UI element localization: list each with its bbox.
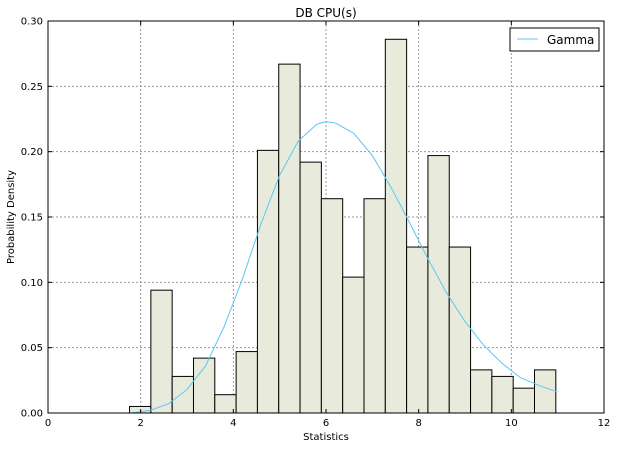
x-tick-label: 12 xyxy=(598,418,611,429)
histogram-bar xyxy=(448,246,472,414)
histogram-bars xyxy=(129,38,557,414)
legend-label-gamma: Gamma xyxy=(547,33,594,47)
y-tick-label: 0.00 xyxy=(21,409,43,420)
histogram-bar xyxy=(278,63,301,414)
histogram-bar xyxy=(235,351,258,414)
histogram-bar xyxy=(427,155,450,414)
histogram-bar xyxy=(342,276,365,414)
histogram-bar xyxy=(171,375,194,414)
x-tick-label: 6 xyxy=(323,418,329,429)
x-tick-label: 0 xyxy=(45,418,51,429)
y-tick-label: 0.15 xyxy=(21,213,43,224)
histogram-bar xyxy=(256,149,280,414)
x-tick-label: 2 xyxy=(137,418,143,429)
series-line-gamma xyxy=(131,121,558,414)
histogram-bar xyxy=(491,375,514,414)
histogram-bar xyxy=(406,246,429,414)
histogram-bar xyxy=(534,369,557,414)
histogram-bar xyxy=(192,357,216,414)
histogram-bar xyxy=(320,198,344,414)
histogram-bar xyxy=(470,369,493,414)
x-tick-label: 8 xyxy=(415,418,421,429)
y-tick-label: 0.25 xyxy=(21,82,43,93)
histogram-bar xyxy=(512,387,535,414)
y-tick-label: 0.30 xyxy=(21,17,43,28)
x-tick-label: 10 xyxy=(505,418,518,429)
x-axis-label: Statistics xyxy=(303,432,349,443)
histogram-bar xyxy=(150,289,173,414)
x-tick-labels: 0 2 4 6 8 10 12 xyxy=(45,418,611,429)
y-tick-labels: 0.00 0.05 0.10 0.15 0.20 0.25 0.30 xyxy=(21,17,43,420)
y-tick-label: 0.20 xyxy=(21,147,43,158)
chart-title: DB CPU(s) xyxy=(295,6,356,20)
histogram-bar xyxy=(384,38,408,414)
histogram-bar xyxy=(363,198,386,414)
x-tick-label: 4 xyxy=(230,418,236,429)
y-tick-label: 0.10 xyxy=(21,278,43,289)
legend: Gamma xyxy=(509,27,600,52)
histogram-bar xyxy=(299,161,322,414)
y-axis-label: Probability Density xyxy=(6,170,17,264)
legend-box xyxy=(509,27,600,52)
series-lines xyxy=(131,121,558,414)
y-tick-label: 0.05 xyxy=(21,343,43,354)
axis-ticks xyxy=(47,20,605,414)
